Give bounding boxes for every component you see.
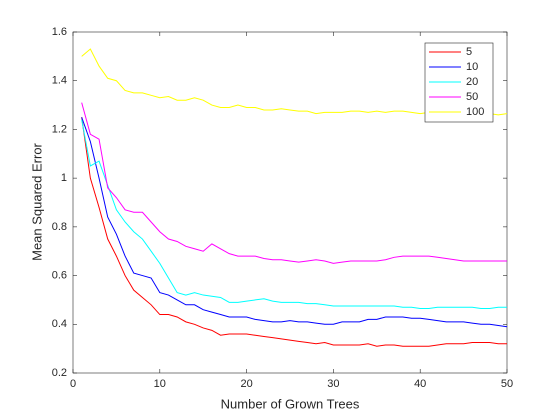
legend-label: 10 bbox=[466, 61, 478, 73]
x-tick-label: 40 bbox=[414, 378, 426, 390]
line-series bbox=[81, 117, 508, 328]
legend-label: 20 bbox=[466, 76, 478, 88]
legend-label: 5 bbox=[466, 46, 472, 58]
x-tick-label: 0 bbox=[70, 378, 76, 390]
line-series bbox=[81, 119, 507, 309]
y-tick-label: 1.2 bbox=[52, 123, 67, 135]
y-tick-label: 0.2 bbox=[52, 367, 67, 379]
y-tick-label: 0.6 bbox=[52, 269, 67, 281]
x-axis-label: Number of Grown Trees bbox=[221, 396, 360, 411]
y-tick-label: 1 bbox=[61, 172, 67, 184]
y-axis-label: Mean Squared Error bbox=[29, 142, 44, 260]
legend-label: 100 bbox=[466, 106, 484, 118]
line-series bbox=[81, 102, 507, 264]
y-tick-label: 1.4 bbox=[52, 75, 67, 87]
y-tick-label: 1.6 bbox=[52, 26, 67, 38]
legend-label: 50 bbox=[466, 91, 478, 103]
x-tick-label: 30 bbox=[327, 378, 339, 390]
x-tick-label: 10 bbox=[154, 378, 166, 390]
x-tick-label: 20 bbox=[240, 378, 252, 390]
line-series bbox=[81, 117, 507, 347]
x-tick-label: 50 bbox=[501, 378, 513, 390]
y-tick-label: 0.8 bbox=[52, 221, 67, 233]
y-tick-label: 0.4 bbox=[52, 318, 67, 330]
